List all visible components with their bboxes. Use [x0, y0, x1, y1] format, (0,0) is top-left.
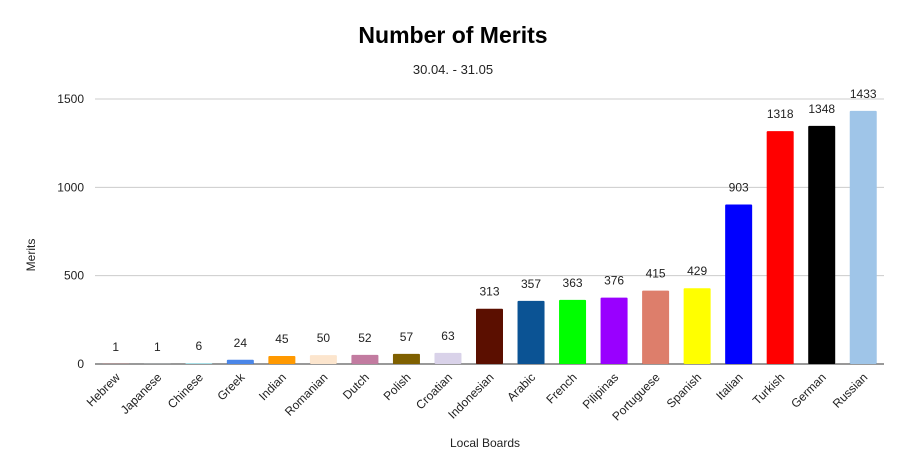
bar-dutch [351, 354, 379, 364]
x-tick-label: Chinese [165, 370, 206, 411]
bar-polish [392, 353, 420, 364]
x-tick-label: Arabic [504, 370, 538, 404]
x-tick-label: Hebrew [84, 370, 123, 409]
data-label: 1 [154, 340, 161, 354]
chart-title: Number of Merits [358, 22, 548, 48]
bar-russian [849, 110, 877, 364]
y-tick-label: 500 [64, 269, 84, 283]
data-label: 24 [234, 336, 248, 350]
data-label: 63 [441, 329, 455, 343]
x-tick-label: Greek [214, 370, 248, 404]
data-label: 429 [687, 264, 707, 278]
data-label: 57 [400, 330, 414, 344]
data-label: 45 [275, 332, 289, 346]
x-tick-label: Dutch [340, 370, 372, 402]
bar-indian [268, 356, 296, 364]
data-label: 52 [358, 331, 372, 345]
bar-greek [226, 359, 254, 364]
x-tick-label: Indian [256, 370, 289, 403]
data-label: 357 [521, 277, 541, 291]
x-tick-label: Japanese [118, 370, 165, 417]
y-axis-label: Merits [24, 239, 38, 272]
bar-arabic [517, 300, 545, 364]
bar-french [559, 299, 587, 364]
data-label: 50 [317, 331, 331, 345]
x-tick-label: German [788, 370, 829, 411]
bar-italian [725, 204, 753, 364]
bar-chinese [185, 362, 213, 364]
bar-german [808, 125, 836, 364]
x-tick-label: Polish [381, 370, 414, 403]
x-axis-label: Local Boards [450, 436, 520, 450]
data-label: 415 [646, 267, 666, 281]
x-tick-label: Turkish [750, 370, 787, 407]
x-tick-label: Spanish [664, 370, 705, 411]
data-label: 1 [112, 340, 119, 354]
x-tick-label: French [543, 370, 579, 406]
bar-spanish [683, 288, 711, 364]
bar-portuguese [642, 290, 670, 364]
y-tick-label: 0 [77, 357, 84, 371]
data-label: 6 [195, 339, 202, 353]
bar-pilipinas [600, 297, 628, 364]
bar-turkish [766, 131, 794, 364]
data-label: 1348 [808, 102, 835, 116]
bar-croatian [434, 352, 462, 364]
data-label: 1433 [850, 87, 877, 101]
bar-romanian [309, 355, 337, 364]
x-tick-label: Russian [830, 370, 871, 411]
x-tick-label: Croatian [413, 370, 455, 412]
data-label: 376 [604, 274, 624, 288]
x-tick-label: Italian [713, 370, 746, 403]
chart-subtitle: 30.04. - 31.05 [412, 62, 494, 77]
data-label: 1318 [767, 107, 794, 121]
bar-indonesian [476, 308, 503, 364]
x-tick-label: Romanian [282, 370, 331, 419]
x-tick-label: Pilipinas [580, 370, 622, 412]
data-label: 903 [729, 180, 749, 194]
y-tick-label: 1000 [57, 180, 84, 194]
data-label: 363 [563, 276, 583, 290]
data-label: 313 [479, 285, 499, 299]
y-tick-label: 1500 [57, 92, 84, 106]
